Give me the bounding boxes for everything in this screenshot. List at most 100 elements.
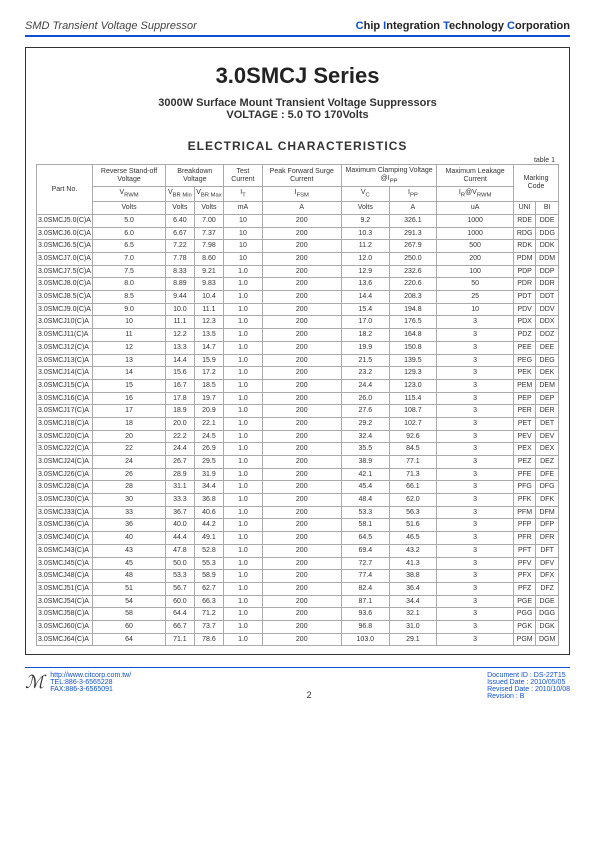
table-cell: 100 — [437, 265, 514, 278]
table-cell: 48 — [92, 570, 165, 583]
table-row: 3.0SMCJ11(C)A1112.213.51.020018.2164.83P… — [37, 329, 559, 342]
table-cell: 13.5 — [194, 329, 224, 342]
col-bv: Breakdown Voltage — [166, 165, 224, 187]
table-row: 3.0SMCJ22(C)A2224.426.91.020035.584.53PE… — [37, 443, 559, 456]
table-cell: PER — [514, 405, 536, 418]
table-cell: 1.0 — [224, 354, 262, 367]
table-cell: 200 — [262, 506, 342, 519]
table-cell: PFX — [514, 570, 536, 583]
table-cell: 3.0SMCJ13(C)A — [37, 354, 93, 367]
bottom-rule — [25, 667, 570, 668]
table-cell: 3 — [437, 494, 514, 507]
table-row: 3.0SMCJ14(C)A1415.617.21.020023.2129.33P… — [37, 367, 559, 380]
table-cell: 8.60 — [194, 253, 224, 266]
table-cell: PGK — [514, 620, 536, 633]
table-row: 3.0SMCJ51(C)A5156.762.71.020082.436.43PF… — [37, 582, 559, 595]
table-cell: DFG — [536, 481, 559, 494]
table-cell: PFK — [514, 494, 536, 507]
table-cell: PDM — [514, 253, 536, 266]
table-cell: DGE — [536, 595, 559, 608]
col-clamp: Maximum Clamping Voltage @IPP — [342, 165, 437, 187]
table-cell: 8.0 — [92, 278, 165, 291]
table-cell: 200 — [262, 329, 342, 342]
table-cell: 3.0SMCJ5.0(C)A — [37, 214, 93, 227]
table-cell: 3.0SMCJ7.0(C)A — [37, 253, 93, 266]
table-row: 3.0SMCJ58(C)A5864.471.21.020093.632.13PG… — [37, 608, 559, 621]
table-row: 3.0SMCJ33(C)A3336.740.61.020053.356.33PF… — [37, 506, 559, 519]
table-row: 3.0SMCJ40(C)A4044.449.11.020064.546.53PF… — [37, 532, 559, 545]
footer-doc: Document ID : DS-22T15 — [487, 672, 570, 679]
table-cell: 71.3 — [389, 468, 437, 481]
table-cell: DEP — [536, 392, 559, 405]
table-cell: 200 — [262, 379, 342, 392]
sub-ifsm: IFSM — [262, 187, 342, 202]
table-cell: 3 — [437, 570, 514, 583]
table-cell: 28.9 — [166, 468, 194, 481]
table-cell: 14.7 — [194, 341, 224, 354]
table-cell: DFP — [536, 519, 559, 532]
table-cell: 17 — [92, 405, 165, 418]
table-cell: 1.0 — [224, 341, 262, 354]
table-cell: 200 — [262, 214, 342, 227]
table-cell: 29.2 — [342, 417, 390, 430]
sub-vbrmax: VBR Max — [194, 187, 224, 202]
table-cell: 66.7 — [166, 620, 194, 633]
table-cell: 1.0 — [224, 265, 262, 278]
table-row: 3.0SMCJ9.0(C)A9.010.011.11.020015.4194.8… — [37, 303, 559, 316]
table-cell: 12.3 — [194, 316, 224, 329]
table-cell: 38.9 — [342, 456, 390, 469]
table-cell: 7.22 — [166, 240, 194, 253]
table-cell: 71.1 — [166, 633, 194, 646]
table-cell: 18.5 — [194, 379, 224, 392]
table-cell: 77.1 — [389, 456, 437, 469]
table-cell: PFT — [514, 544, 536, 557]
table-cell: 3 — [437, 329, 514, 342]
table-row: 3.0SMCJ13(C)A1314.415.91.020021.5139.53P… — [37, 354, 559, 367]
table-cell: DEX — [536, 443, 559, 456]
table-cell: 43 — [92, 544, 165, 557]
table-cell: 3.0SMCJ26(C)A — [37, 468, 93, 481]
table-cell: 44.2 — [194, 519, 224, 532]
table-cell: 3.0SMCJ6.0(C)A — [37, 227, 93, 240]
table-cell: 3 — [437, 519, 514, 532]
table-cell: 115.4 — [389, 392, 437, 405]
table-cell: 1.0 — [224, 278, 262, 291]
table-cell: 69.4 — [342, 544, 390, 557]
table-cell: 66.3 — [194, 595, 224, 608]
table-cell: 1.0 — [224, 392, 262, 405]
table-cell: 3 — [437, 405, 514, 418]
table-cell: 6.40 — [166, 214, 194, 227]
table-cell: 200 — [262, 443, 342, 456]
table-cell: 19.9 — [342, 341, 390, 354]
table-cell: 18 — [92, 417, 165, 430]
table-cell: 3 — [437, 430, 514, 443]
table-cell: 34.4 — [389, 595, 437, 608]
table-cell: PEE — [514, 341, 536, 354]
table-cell: 3.0SMCJ9.0(C)A — [37, 303, 93, 316]
table-cell: DEM — [536, 379, 559, 392]
table-cell: 10 — [224, 227, 262, 240]
table-cell: 26.9 — [194, 443, 224, 456]
table-cell: 200 — [437, 253, 514, 266]
table-cell: PFR — [514, 532, 536, 545]
table-cell: RDG — [514, 227, 536, 240]
table-cell: 20.0 — [166, 417, 194, 430]
table-cell: 10 — [224, 214, 262, 227]
table-cell: 48.4 — [342, 494, 390, 507]
table-cell: 200 — [262, 608, 342, 621]
table-cell: 3.0SMCJ24(C)A — [37, 456, 93, 469]
table-cell: 200 — [262, 544, 342, 557]
footer-url: http://www.citcorp.com.tw/ — [50, 672, 131, 679]
page-number: 2 — [289, 690, 329, 700]
table-cell: 7.00 — [194, 214, 224, 227]
table-cell: 3.0SMCJ36(C)A — [37, 519, 93, 532]
table-cell: 326.1 — [389, 214, 437, 227]
table-cell: DFT — [536, 544, 559, 557]
table-cell: DDZ — [536, 329, 559, 342]
table-cell: 3 — [437, 456, 514, 469]
col-it: Test Current — [224, 165, 262, 187]
table-cell: 13.6 — [342, 278, 390, 291]
table-cell: 9.83 — [194, 278, 224, 291]
table-cell: 200 — [262, 519, 342, 532]
table-cell: RDK — [514, 240, 536, 253]
